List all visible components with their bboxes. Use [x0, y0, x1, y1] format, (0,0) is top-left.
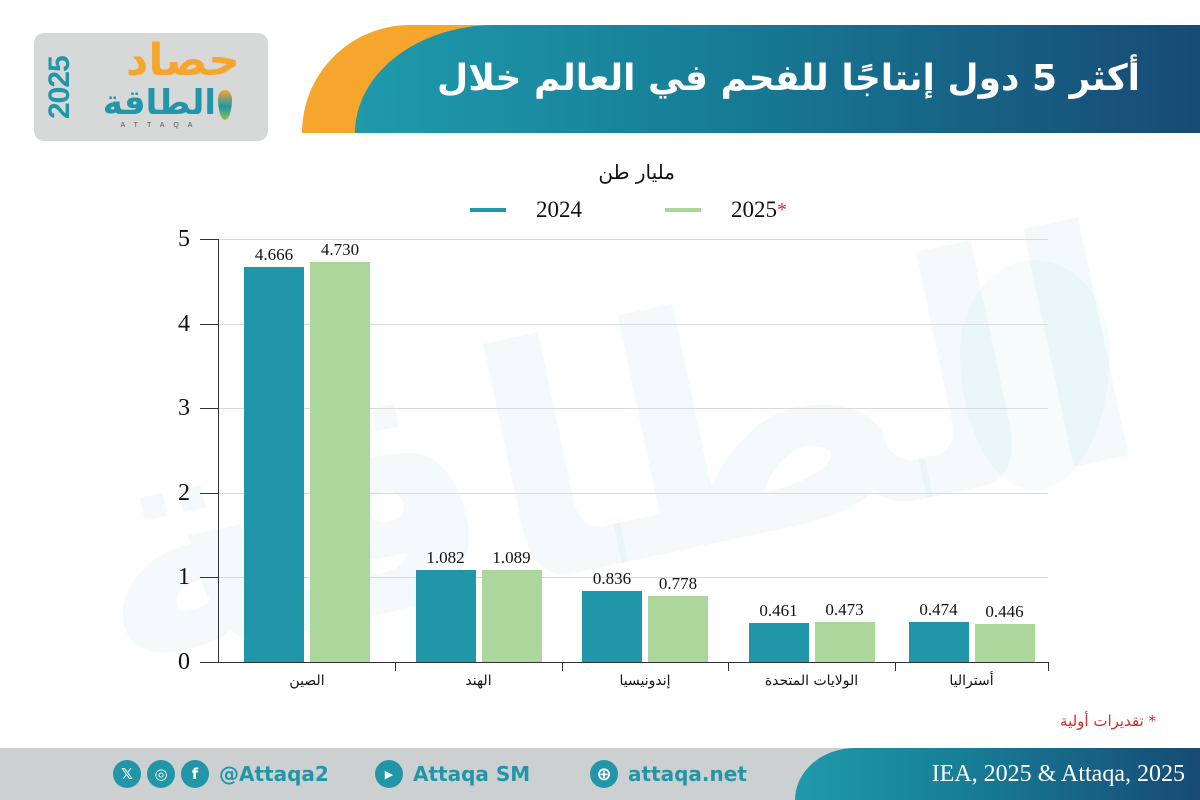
x-tick: [395, 662, 396, 671]
globe-icon: ⊕: [590, 760, 618, 788]
y-axis: [218, 239, 219, 663]
x-axis: [200, 662, 1048, 663]
y-tick: [200, 577, 218, 578]
bar-2025: [974, 624, 1035, 662]
y-tick-label: 3: [178, 395, 190, 421]
youtube-icon: ▶: [375, 760, 403, 788]
page-title: أكثر 5 دول إنتاجًا للفحم في العالم خلال …: [436, 58, 1140, 207]
bar-2025: [310, 261, 370, 662]
source-text: IEA, 2025 & Attaqa, 2025: [931, 761, 1185, 787]
legend-swatch: [665, 208, 701, 212]
legend-swatch: [470, 208, 506, 212]
bar-value-label: 0.461: [759, 600, 798, 620]
bar-value-label: 4.666: [254, 245, 294, 265]
unit-label: مليار طن: [598, 160, 675, 184]
y-tick-label: 4: [178, 311, 190, 337]
x-tick: [1048, 662, 1049, 671]
bar-2024: [244, 267, 304, 662]
x-tick: [728, 662, 729, 671]
x-icon[interactable]: 𝕏: [113, 760, 141, 788]
legend-label: 2025: [731, 197, 777, 222]
bar-2025: [481, 569, 542, 662]
bar-value-label: 0.446: [985, 602, 1024, 622]
bar-2024: [415, 570, 476, 662]
logo-subtitle: ATTAQA: [120, 122, 202, 129]
legend-item-2024: 2024: [470, 196, 582, 224]
y-tick: [200, 408, 218, 409]
bar-value-label: 1.082: [426, 548, 465, 568]
gridline: [219, 239, 1048, 240]
bar-2024: [908, 621, 969, 662]
bar-2025: [648, 596, 708, 662]
category-label: أستراليا: [949, 673, 994, 689]
social-links: 𝕏 ◎ f @Attaqa2: [113, 759, 329, 789]
legend-item-2025: 2025 *: [665, 196, 787, 224]
bar-value-label: 0.836: [592, 569, 632, 589]
title-banner: [355, 25, 1200, 133]
website-link[interactable]: ⊕ attaqa.net: [590, 759, 747, 789]
logo-title-bottom: الطاقة: [102, 83, 216, 123]
logo-title-top: حصاد: [125, 35, 240, 86]
bar-value-label: 0.474: [919, 599, 958, 619]
logo-box: [34, 33, 268, 141]
y-tick-label: 2: [178, 480, 190, 506]
bar-2024: [748, 622, 809, 662]
gridline: [219, 577, 1048, 578]
instagram-icon[interactable]: ◎: [147, 760, 175, 788]
drop-icon: [218, 90, 232, 120]
footer-source-banner: [795, 748, 1200, 800]
y-tick: [200, 239, 218, 240]
y-tick: [200, 324, 218, 325]
bar-value-label: 1.089: [492, 547, 531, 567]
y-tick-label: 1: [178, 564, 190, 590]
category-label: الهند: [465, 673, 492, 689]
facebook-icon[interactable]: f: [181, 760, 209, 788]
footnote: * تقديرات أولية: [1060, 712, 1156, 730]
y-tick-label: 5: [178, 226, 190, 252]
legend-asterisk: *: [777, 198, 787, 221]
gridline: [219, 493, 1048, 494]
y-tick: [200, 493, 218, 494]
x-tick: [895, 662, 896, 671]
bar-value-label: 4.730: [320, 239, 360, 259]
bar-value-label: 0.778: [658, 574, 698, 594]
website-label: attaqa.net: [628, 762, 747, 786]
x-tick: [562, 662, 563, 671]
legend-label: 2024: [536, 197, 582, 222]
youtube-label: Attaqa SM: [413, 762, 531, 786]
y-tick-label: 0: [178, 649, 190, 675]
category-label: الصين: [289, 673, 325, 689]
category-label: الولايات المتحدة: [764, 673, 859, 689]
gridline: [219, 408, 1048, 409]
bar-2024: [582, 591, 642, 662]
category-label: إندونيسيا: [619, 673, 671, 689]
social-handle-link[interactable]: @Attaqa2: [219, 762, 329, 786]
bar-value-label: 0.473: [825, 599, 864, 619]
youtube-link[interactable]: ▶ Attaqa SM: [375, 759, 530, 789]
bar-2025: [814, 621, 875, 662]
gridline: [219, 324, 1048, 325]
